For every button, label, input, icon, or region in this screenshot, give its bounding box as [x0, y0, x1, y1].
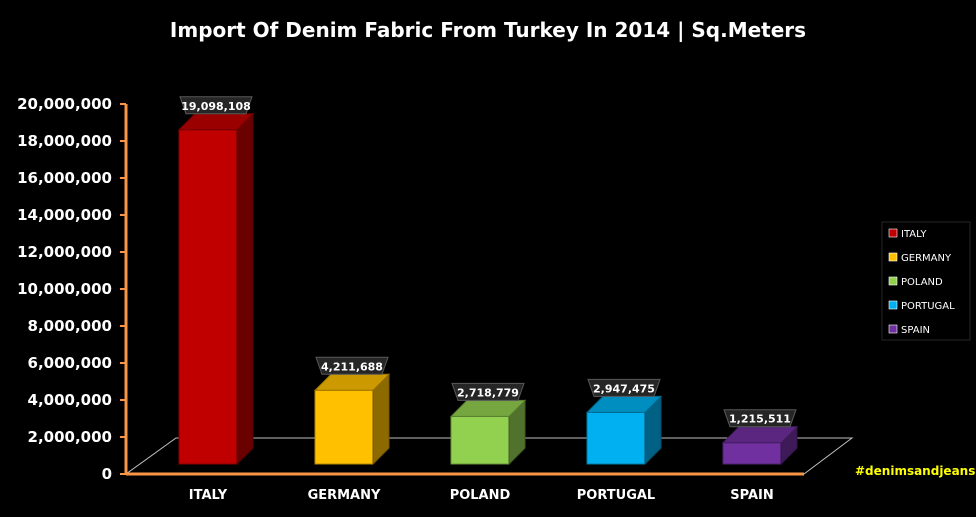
x-tick-label: ITALY [189, 488, 228, 503]
legend-swatch [888, 228, 898, 238]
legend: ITALY GERMANY POLAND PORTUGAL SPAIN [881, 221, 971, 341]
bar-top [585, 395, 663, 413]
data-label-box [451, 382, 525, 401]
y-tick-label: 8,000,000 [28, 317, 112, 335]
bar-top [721, 426, 799, 444]
data-label-box [723, 409, 797, 428]
bar-germany: 4,211,688 [313, 356, 391, 466]
watermark-hashtag: #denimsandjeans [855, 464, 975, 478]
x-tick-label: POLAND [450, 488, 511, 503]
y-tick-label: 14,000,000 [17, 206, 112, 224]
y-tick-label: 0 [102, 465, 112, 483]
legend-label: ITALY [901, 229, 927, 240]
data-label: 19,098,108 [181, 100, 251, 113]
legend-label: SPAIN [901, 325, 930, 336]
data-label: 4,211,688 [321, 360, 383, 373]
bar-top [177, 113, 255, 131]
data-label: 2,947,475 [593, 382, 655, 395]
bar-front [450, 415, 510, 465]
bar-front [722, 442, 782, 465]
y-tick-label: 18,000,000 [17, 132, 112, 150]
bar-side [236, 112, 254, 466]
bar-italy: 19,098,108 [177, 96, 255, 466]
data-label: 2,718,779 [457, 386, 519, 399]
bar-portugal: 2,947,475 [585, 378, 663, 466]
bar-front [178, 129, 238, 465]
x-tick-label: PORTUGAL [577, 488, 655, 503]
y-tick-label: 6,000,000 [28, 354, 112, 372]
legend-label: PORTUGAL [901, 301, 955, 312]
legend-label: POLAND [901, 277, 943, 288]
x-axis: ITALY GERMANY POLAND PORTUGAL SPAIN [126, 472, 804, 503]
y-axis: 0 2,000,000 4,000,000 6,000,000 8,000,000 10,… [17, 95, 128, 483]
bar-top [313, 373, 391, 391]
legend-swatch [888, 300, 898, 310]
bar-top [449, 399, 527, 417]
bar-spain: 1,215,511 [721, 409, 799, 466]
x-tick-label: SPAIN [730, 488, 773, 503]
y-tick-label: 12,000,000 [17, 243, 112, 261]
legend-swatch [888, 252, 898, 262]
y-tick-label: 4,000,000 [28, 391, 112, 409]
bars-group: 19,098,108 4,211,688 2,718,779 2,947,475 1,2… [177, 96, 799, 466]
y-tick-label: 10,000,000 [17, 280, 112, 298]
data-label: 1,215,511 [729, 413, 791, 426]
bar-front [586, 411, 646, 465]
legend-label: GERMANY [901, 253, 952, 264]
y-tick-label: 16,000,000 [17, 169, 112, 187]
y-tick-label: 2,000,000 [28, 428, 112, 446]
x-tick-label: GERMANY [308, 488, 381, 503]
data-label-box [587, 378, 661, 397]
chart-title: Import Of Denim Fabric From Turkey In 20… [170, 18, 806, 42]
bar-front [314, 389, 374, 465]
legend-swatch [888, 276, 898, 286]
data-label-box [179, 96, 253, 115]
data-label-box [315, 356, 389, 375]
y-tick-label: 20,000,000 [17, 95, 112, 113]
bar-poland: 2,718,779 [449, 382, 527, 466]
legend-swatch [888, 324, 898, 334]
